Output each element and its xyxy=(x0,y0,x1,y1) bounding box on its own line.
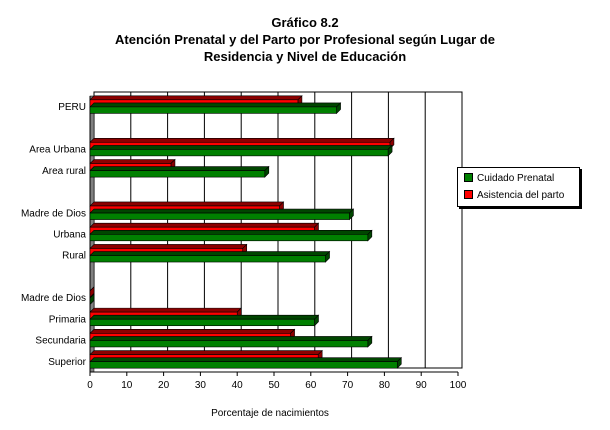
bar-cuidado-prenatal xyxy=(89,318,315,327)
legend-item-asistencia-del-parto: Asistencia del parto xyxy=(464,189,565,202)
x-tick-label: 10 xyxy=(121,380,133,391)
bar-cuidado-prenatal-top xyxy=(89,357,403,362)
chart-title: Gráfico 8.2 xyxy=(271,15,339,30)
bar-cuidado-prenatal xyxy=(89,149,389,157)
bar-cuidado-prenatal-top xyxy=(89,314,320,320)
legend-item-cuidado-prenatal: Cuidado Prenatal xyxy=(464,172,555,185)
y-tick-label: Area Urbana xyxy=(29,145,86,156)
bar-cuidado-prenatal xyxy=(89,340,369,348)
y-tick-label: Urbana xyxy=(53,230,86,241)
bar-cuidado-prenatal-end xyxy=(89,293,95,306)
chart-subtitle-line-2: Residencia y Nivel de Educación xyxy=(203,49,407,64)
bar-cuidado-prenatal xyxy=(89,234,369,242)
chart-titles: Gráfico 8.2 Atención Prenatal y del Part… xyxy=(0,14,610,65)
bar-cuidado-prenatal-top xyxy=(89,230,373,235)
x-tick-label: 50 xyxy=(268,380,280,391)
chart-subtitle-line-1: Atención Prenatal y del Parto por Profes… xyxy=(115,32,495,47)
x-tick-label: 20 xyxy=(158,380,170,391)
bar-cuidado-prenatal-top xyxy=(89,336,373,341)
y-tick-label: Madre de Dios xyxy=(21,293,86,304)
bar-cuidado-prenatal xyxy=(89,106,337,114)
legend-label: Asistencia del parto xyxy=(477,190,565,201)
y-tick-label: Area rural xyxy=(42,166,86,177)
bar-asistencia-del-parto-top xyxy=(89,159,176,164)
bar-asistencia-del-parto-top xyxy=(89,95,303,101)
legend-swatch-green xyxy=(464,172,473,182)
x-tick-label: 60 xyxy=(305,380,317,391)
y-tick-label: PERU xyxy=(58,102,86,113)
bar-cuidado-prenatal xyxy=(89,361,398,369)
legend: Cuidado Prenatal Asistencia del parto xyxy=(457,167,580,207)
bar-asistencia-del-parto-top xyxy=(89,307,242,313)
bar-asistencia-del-parto-top xyxy=(89,222,320,228)
bar-cuidado-prenatal-top xyxy=(89,166,270,171)
bar-cuidado-prenatal-top xyxy=(89,145,393,150)
bar-cuidado-prenatal xyxy=(89,255,326,263)
y-tick-label: Secundaria xyxy=(35,336,86,347)
x-tick-label: 90 xyxy=(416,380,428,391)
x-tick-label: 0 xyxy=(87,380,93,391)
bar-asistencia-del-parto-top xyxy=(89,329,296,334)
bar-cuidado-prenatal-top xyxy=(89,208,355,214)
x-tick-label: 40 xyxy=(232,380,244,391)
legend-label: Cuidado Prenatal xyxy=(477,173,555,184)
y-tick-label: Superior xyxy=(48,357,86,368)
bar-asistencia-del-parto-top xyxy=(89,201,285,207)
bar-cuidado-prenatal-top xyxy=(89,102,342,108)
x-tick-label: 80 xyxy=(379,380,391,391)
y-tick-label: Madre de Dios xyxy=(21,208,86,219)
bar-cuidado-prenatal xyxy=(89,212,350,220)
y-tick-label: Primaria xyxy=(49,314,87,325)
x-axis-label: Porcentaje de nacimientos xyxy=(211,408,329,419)
bar-cuidado-prenatal xyxy=(89,170,266,178)
bar-asistencia-del-parto-top xyxy=(89,244,248,249)
bar-asistencia-del-parto-top xyxy=(89,137,395,143)
legend-swatch-red xyxy=(464,189,473,199)
bar-asistencia-del-parto-top xyxy=(89,350,323,355)
bar-cuidado-prenatal-top xyxy=(89,251,331,256)
x-tick-label: 70 xyxy=(342,380,354,391)
x-tick-label: 30 xyxy=(195,380,207,391)
bar-asistencia-del-parto-end xyxy=(89,286,95,299)
x-tick-label: 100 xyxy=(450,380,467,391)
y-tick-label: Rural xyxy=(62,251,86,262)
